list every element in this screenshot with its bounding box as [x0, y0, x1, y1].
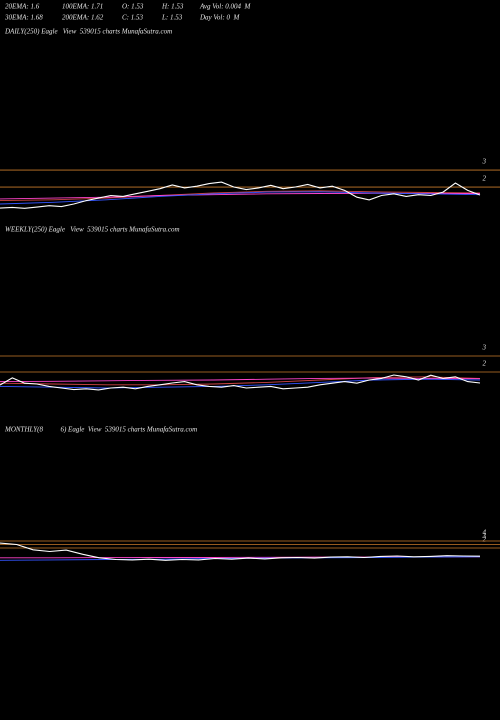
panel-title: WEEKLY(250) Eagle View 539015 charts Mun…	[5, 226, 180, 234]
panel-title: DAILY(250) Eagle View 539015 charts Muna…	[4, 28, 172, 36]
y-tick-label: 2	[483, 360, 487, 368]
stat-label: 20EMA: 1.6	[5, 3, 40, 11]
y-tick-label: 3	[482, 158, 487, 166]
series-line	[0, 378, 481, 389]
y-tick-label: 2	[483, 536, 487, 544]
series-line	[0, 376, 481, 386]
series-line	[0, 191, 481, 205]
stat-label: H: 1.53	[161, 3, 184, 11]
stat-label: C: 1.53	[122, 14, 144, 22]
series-line	[0, 542, 481, 561]
series-line	[0, 181, 481, 209]
stat-label: 200EMA: 1.62	[62, 14, 104, 22]
series-line	[0, 374, 481, 391]
stat-label: 30EMA: 1.68	[4, 14, 43, 22]
y-tick-label: 4	[483, 529, 487, 537]
series-line	[0, 377, 481, 383]
stat-label: O: 1.53	[122, 3, 144, 11]
stat-label: 100EMA: 1.71	[62, 3, 103, 11]
stat-label: Avg Vol: 0.004 M	[199, 3, 252, 11]
stat-label: Day Vol: 0 M	[199, 14, 240, 22]
panel-title: MONTHLY(8 6) Eagle View 539015 charts Mu…	[4, 426, 197, 434]
stat-label: L: 1.53	[161, 14, 183, 22]
y-tick-label: 2	[483, 175, 487, 183]
y-tick-label: 3	[482, 532, 487, 540]
y-tick-label: 3	[482, 344, 487, 352]
series-line	[0, 190, 481, 202]
